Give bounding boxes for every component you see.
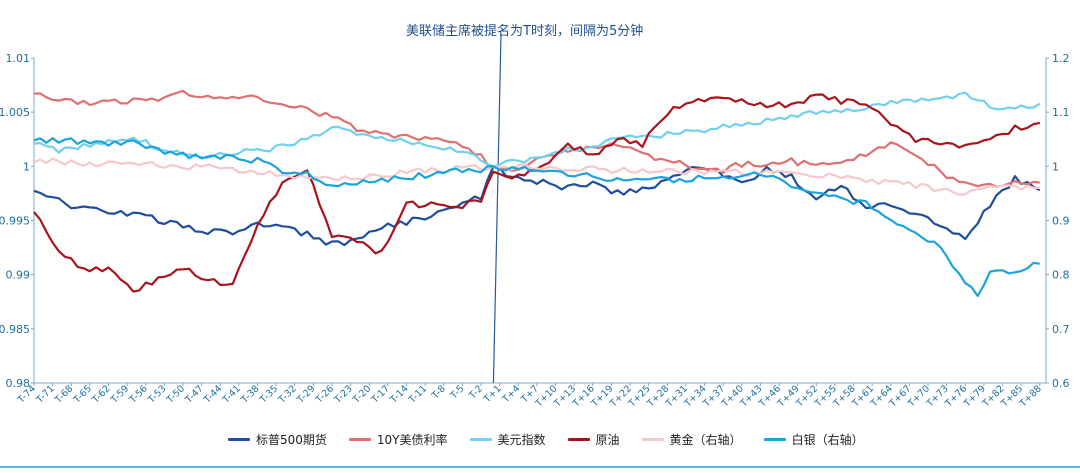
chart-axes: 0.98 0.985 0.99 0.995 1 1.005 1.01 0.6 0.7 0.8 0.9… <box>0 33 1070 390</box>
legend-swatch <box>567 438 590 441</box>
x-tick-label: T-17 <box>369 383 392 406</box>
chart-annotation: 美联储主席被提名为T时刻，间隔为5分钟 <box>406 24 644 39</box>
series-line <box>33 137 1040 298</box>
y-left-tick-label: 1 <box>23 160 30 173</box>
x-tick-label: T-68 <box>52 383 75 406</box>
x-tick-label: T-11 <box>406 383 429 406</box>
y-right-tick-label: 1.2 <box>1052 52 1070 65</box>
x-tick-label: T-50 <box>164 383 187 406</box>
y-right-tick-label: 1 <box>1052 160 1059 173</box>
x-tick-label: T-8 <box>429 383 448 402</box>
x-tick-label: T-59 <box>108 383 131 406</box>
y-right-tick-label: 0.7 <box>1052 323 1070 336</box>
bottom-divider <box>0 466 1080 468</box>
x-tick-label: T-62 <box>90 383 113 406</box>
x-tick-label: T-5 <box>448 383 467 402</box>
x-axis-ticks: T-74T-71T-68T-65T-62T-59T-56T-53T-50T-47… <box>15 383 1044 410</box>
y-left-tick-label: 0.98 <box>6 377 31 390</box>
x-tick-label: T-23 <box>332 383 355 406</box>
legend-label: 白银（右轴） <box>791 433 864 447</box>
y-right-tick-label: 1.1 <box>1052 106 1070 119</box>
legend-swatch <box>641 438 664 441</box>
legend-swatch <box>228 438 250 441</box>
x-tick-label: T-14 <box>388 383 411 406</box>
y-left-tick-label: 1.01 <box>6 52 31 65</box>
legend-item: 白银（右轴） <box>763 431 864 448</box>
legend-swatch <box>763 438 786 441</box>
legend-item: 10Y美债利率 <box>348 431 448 448</box>
series-line <box>33 89 1040 188</box>
series-line <box>33 93 1040 293</box>
x-tick-label: T-20 <box>350 383 373 406</box>
legend-item: 黄金（右轴） <box>641 431 742 448</box>
series-line <box>33 165 1041 247</box>
chart-series <box>33 89 1041 298</box>
x-tick-label: T-35 <box>257 383 280 406</box>
y-left-tick-label: 0.985 <box>0 323 30 336</box>
legend-label: 原油 <box>595 433 620 447</box>
x-tick-label: T-29 <box>295 383 318 406</box>
x-tick-label: T-56 <box>127 383 150 406</box>
legend-item: 标普500期货 <box>228 431 327 448</box>
x-tick-label: T-2 <box>466 383 485 402</box>
x-tick-label: T-53 <box>146 383 169 406</box>
x-tick-label: T+4 <box>500 383 522 405</box>
t-marker-line <box>492 33 502 384</box>
legend-item: 美元指数 <box>469 431 546 448</box>
legend-item: 原油 <box>567 431 620 448</box>
y-left-tick-label: 0.995 <box>0 215 30 228</box>
y-right-tick-label: 0.8 <box>1052 269 1070 282</box>
y-right-tick-label: 0.9 <box>1052 215 1070 228</box>
x-tick-label: T+1 <box>481 383 503 405</box>
x-tick-label: T-44 <box>201 383 224 406</box>
x-tick-label: T-32 <box>276 383 299 406</box>
series-line <box>33 157 1040 196</box>
x-tick-label: T-71 <box>34 383 57 406</box>
x-tick-label: T-38 <box>239 383 262 406</box>
legend-swatch <box>469 438 492 441</box>
legend-swatch <box>348 438 371 441</box>
legend-label: 黄金（右轴） <box>669 433 742 447</box>
legend-label: 标普500期货 <box>256 433 327 447</box>
y-right-tick-label: 0.6 <box>1052 377 1070 390</box>
x-tick-label: T-41 <box>220 383 243 406</box>
x-tick-label: T-65 <box>71 383 94 406</box>
legend-label: 美元指数 <box>497 433 546 447</box>
x-tick-label: T-47 <box>183 383 206 406</box>
legend-label: 10Y美债利率 <box>376 433 448 447</box>
y-left-tick-label: 1.005 <box>0 106 30 119</box>
y-left-tick-label: 0.99 <box>6 269 31 282</box>
chart-legend: 标普500期货 10Y美债利率 美元指数 原油 黄金（右轴） 白银（右轴） <box>228 431 886 448</box>
x-tick-label: T-26 <box>313 383 336 406</box>
